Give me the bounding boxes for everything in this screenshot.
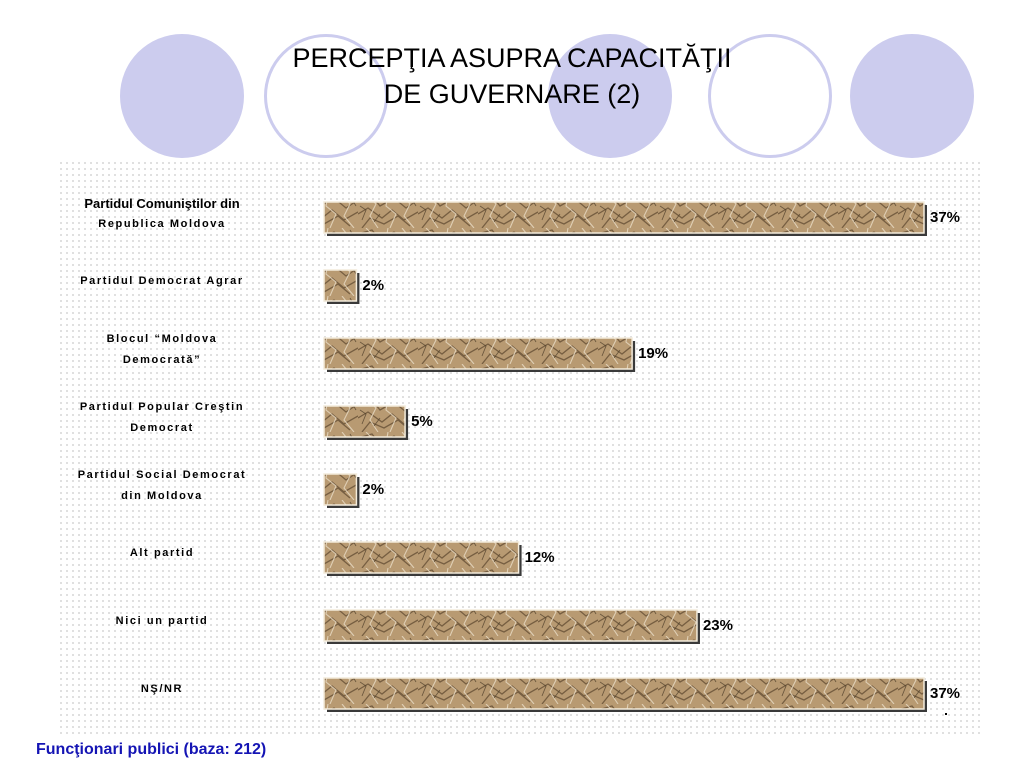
bar-value-label: 23%: [703, 617, 733, 634]
bar: [323, 269, 358, 302]
category-label: NŞ/NR: [12, 679, 312, 700]
decor-circle-1: [120, 34, 244, 158]
category-label: Partidul Comuniştilor din Republica Moldo…: [12, 193, 312, 235]
category-label-line: Blocul “Moldova: [106, 332, 218, 345]
category-label-line: Partidul Democrat Agrar: [80, 275, 244, 287]
category-label-line: Partidul Social Democrat: [77, 468, 247, 481]
bar: [323, 337, 633, 370]
bar: [323, 677, 925, 710]
bar: [323, 201, 925, 234]
bar-value-label: 5%: [411, 413, 433, 430]
category-label: Partidul Popular Creştin Democrat: [12, 397, 312, 439]
category-label-line: Democrat: [130, 421, 194, 434]
bar-value-label: 2%: [362, 277, 384, 294]
category-label-line: Partidul Comuniştilor din: [84, 195, 240, 211]
slide-title-line1: PERCEPŢIA ASUPRA CAPACITĂŢII: [292, 43, 732, 73]
category-label: Blocul “Moldova Democrată”: [12, 329, 312, 371]
category-label: Partidul Social Democrat din Moldova: [12, 465, 312, 507]
category-label-line: Partidul Popular Creştin: [79, 400, 245, 413]
bar: [323, 473, 358, 506]
bar-value-label: 37%: [930, 209, 960, 226]
category-label-line: Democrată”: [122, 353, 202, 366]
stray-mark: [945, 713, 947, 715]
category-label: Alt partid: [12, 543, 312, 564]
category-label-line: Nici un partid: [115, 615, 209, 627]
footer-base-note: Funcţionari publici (baza: 212): [36, 741, 267, 758]
bar-value-label: 12%: [525, 549, 555, 566]
decor-circle-2: [264, 34, 388, 158]
category-label-line: Republica Moldova: [98, 217, 226, 230]
category-label: Nici un partid: [12, 611, 312, 632]
category-label-line: din Moldova: [121, 489, 203, 502]
slide-title: PERCEPŢIA ASUPRA CAPACITĂŢII DE GUVERNAR…: [200, 40, 824, 112]
category-label-line: NŞ/NR: [140, 683, 184, 695]
bar-chart: 37% 2% 19% 5% 2% 12% 23% 37%: [323, 201, 960, 712]
bar-value-label: 19%: [638, 345, 668, 362]
category-label: Partidul Democrat Agrar: [12, 271, 312, 292]
decor-circle-5: [850, 34, 974, 158]
chart-plot-area: 37% 2% 19% 5% 2% 12% 23% 37% Partidul Comunişti…: [58, 160, 984, 735]
bar: [323, 609, 698, 642]
slide-title-line2: DE GUVERNARE (2): [383, 79, 641, 109]
bar-value-label: 37%: [930, 685, 960, 702]
category-label-line: Alt partid: [129, 547, 195, 559]
bar: [323, 541, 520, 574]
decor-circle-4: [708, 34, 832, 158]
decor-circle-3: [548, 34, 672, 158]
bar: [323, 405, 406, 438]
bar-value-label: 2%: [362, 481, 384, 498]
